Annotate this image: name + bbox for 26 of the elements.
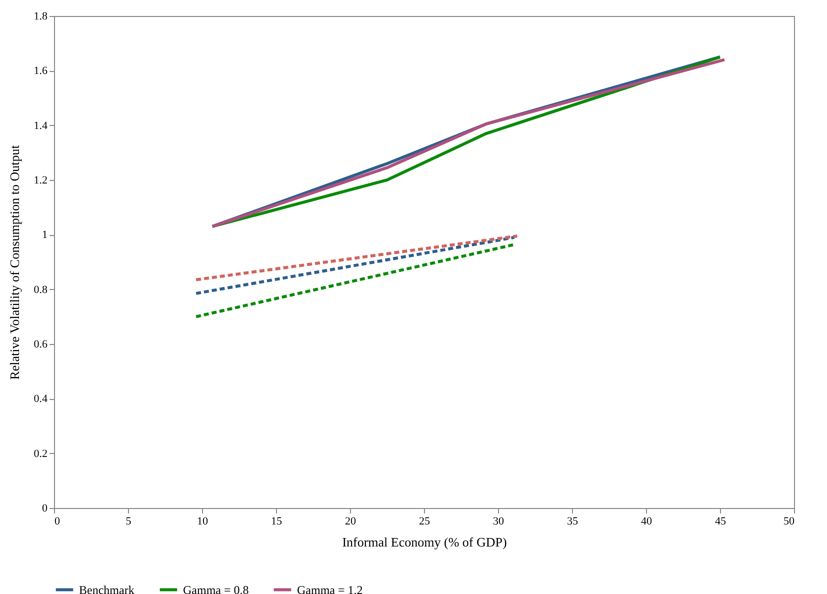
y-axis-title: Relative Volatility of Consumption to Output <box>6 144 22 380</box>
y-tick-label: 1.2 <box>34 174 48 186</box>
y-tick-label: 0.6 <box>34 338 48 350</box>
y-tick-label: 1.4 <box>34 120 48 132</box>
y-tick-label: 1 <box>42 229 48 242</box>
y-tick-label: 1.6 <box>34 65 48 78</box>
y-tick-label: 0.2 <box>34 448 48 460</box>
x-axis-title: Informal Economy (% of GDP) <box>342 534 507 550</box>
x-tick-label: 30 <box>493 516 504 528</box>
y-tick-label: 1.8 <box>34 10 48 22</box>
x-tick-label: 15 <box>271 516 282 528</box>
x-tick-label: 0 <box>54 516 60 528</box>
x-tick-label: 45 <box>715 516 726 528</box>
x-tick-label: 5 <box>126 516 132 528</box>
x-tick-label: 10 <box>197 516 208 528</box>
legend-label: Gamma = 1.2 <box>297 582 363 594</box>
legend-label: Benchmark <box>79 582 134 594</box>
x-tick-label: 35 <box>567 516 578 528</box>
y-tick-label: 0.8 <box>34 284 48 296</box>
x-tick-label: 50 <box>784 516 795 528</box>
x-tick-label: 40 <box>641 516 652 528</box>
y-tick-label: 0.4 <box>34 393 48 406</box>
y-tick-label: 0 <box>42 502 48 514</box>
x-tick-label: 25 <box>419 516 430 528</box>
legend-label: Gamma = 0.8 <box>183 582 249 594</box>
x-tick-label: 20 <box>345 516 356 528</box>
